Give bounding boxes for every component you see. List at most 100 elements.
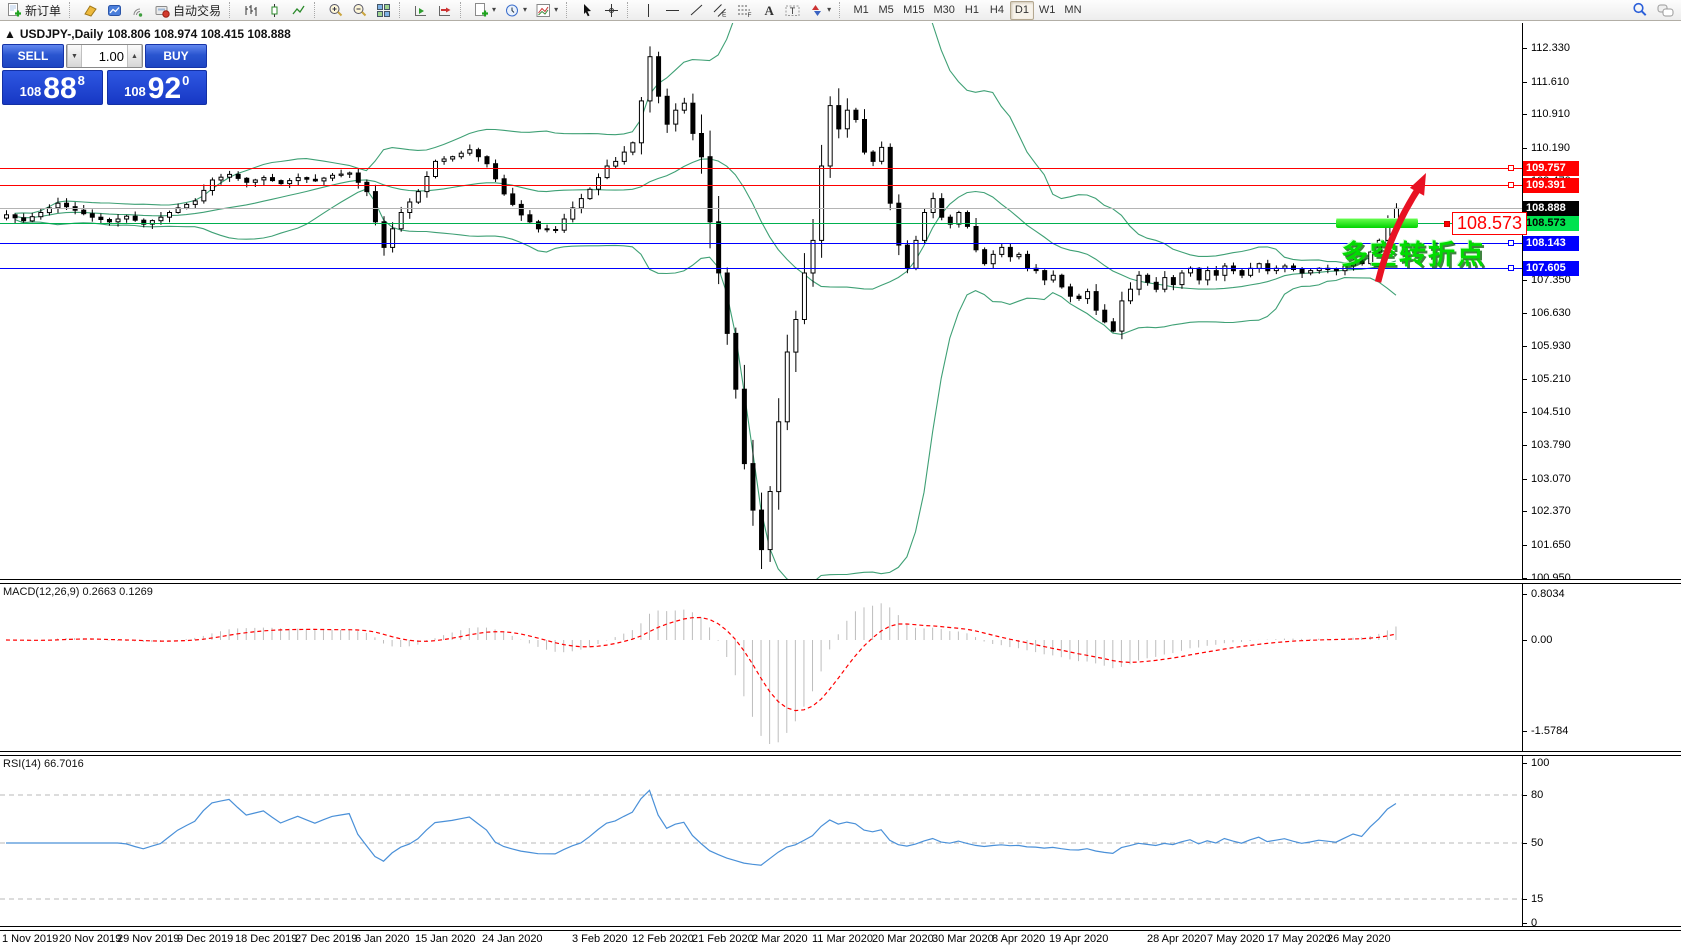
price-axis-tick (1522, 511, 1527, 512)
toolbar-separator (839, 2, 845, 18)
timeframe-d1-button[interactable]: D1 (1009, 0, 1034, 20)
volume-increase-button[interactable]: ▲ (127, 45, 142, 67)
templates-button[interactable]: ▾ (532, 1, 562, 20)
autotrading-button[interactable]: 自动交易 (151, 1, 225, 20)
line-handle[interactable] (1508, 240, 1514, 246)
new-order-icon (8, 2, 21, 16)
panel-collapse-icon[interactable]: ▲ (4, 27, 16, 41)
cursor-button[interactable] (576, 1, 599, 20)
volume-input[interactable] (82, 45, 127, 67)
tile-windows-button[interactable] (372, 1, 395, 20)
macd-canvas[interactable] (0, 583, 1522, 750)
fibonacci-button[interactable]: F (733, 1, 756, 20)
chat-icon (1657, 4, 1674, 16)
price-axis-tick (1522, 412, 1527, 413)
new-order-button[interactable]: 新订单 (3, 1, 65, 20)
auto-scroll-button[interactable] (409, 1, 432, 20)
trend-highlight-object[interactable] (1336, 218, 1418, 228)
line-handle[interactable] (1508, 165, 1514, 171)
toolbar-separator (566, 2, 572, 18)
horizontal-line-108.143[interactable] (0, 243, 1522, 244)
trendline-button[interactable] (685, 1, 708, 20)
text-object[interactable]: 多空转折点 (1341, 240, 1486, 270)
timeframe-mn-button[interactable]: MN (1060, 1, 1085, 20)
price-axis-badge: 108.143 (1523, 236, 1579, 251)
panel-separator[interactable] (0, 579, 1681, 584)
horizontal-line-button[interactable] (661, 1, 684, 20)
volume-decrease-button[interactable]: ▼ (67, 45, 82, 67)
price-axis-tick (1522, 48, 1527, 49)
dropdown-caret-icon: ▾ (492, 5, 497, 14)
time-axis-label: 29 Nov 2019 (117, 933, 180, 945)
arrow-object[interactable] (1368, 170, 1434, 292)
crosshair-button[interactable] (600, 1, 623, 20)
market-watch-icon (84, 4, 97, 17)
equidistant-channel-button[interactable]: E (709, 1, 732, 20)
periods-button[interactable]: ▾ (501, 1, 531, 20)
timeframe-m1-button[interactable]: M1 (849, 1, 873, 20)
sell-button[interactable]: SELL (2, 44, 64, 68)
line-handle[interactable] (1508, 182, 1514, 188)
timeframe-m15-button[interactable]: M15 (899, 1, 928, 20)
price-axis-badge: 108.888 (1523, 201, 1579, 216)
horizontal-line-107.605[interactable] (0, 268, 1522, 269)
bar-chart-button[interactable] (239, 1, 262, 20)
zoom-out-button[interactable] (348, 1, 371, 20)
price-chart-canvas[interactable] (0, 23, 1522, 579)
price-label-handle[interactable] (1444, 221, 1450, 227)
line-chart-button[interactable] (287, 1, 310, 20)
price-axis-tick (1522, 313, 1527, 314)
chart-ohlc: 108.806 108.974 108.415 108.888 (107, 27, 291, 41)
text-label-button[interactable]: T (781, 1, 804, 20)
text-button[interactable]: A (757, 1, 780, 20)
mql5-community-button[interactable] (103, 1, 126, 20)
time-axis-label: 7 May 2020 (1207, 933, 1265, 945)
horizontal-line-109.757[interactable] (0, 168, 1522, 169)
new-chart-button[interactable]: ▾ (470, 1, 500, 20)
buy-button[interactable]: BUY (145, 44, 207, 68)
time-axis-label: 27 Dec 2019 (295, 933, 358, 945)
rsi-axis-label: 50 (1531, 837, 1544, 849)
vertical-line-button[interactable] (637, 1, 660, 20)
price-axis-badge: 109.757 (1523, 161, 1579, 176)
arrows-button[interactable]: ▾ (805, 1, 835, 20)
buy-price[interactable]: 108 92 0 (106, 70, 207, 105)
chart-shift-button[interactable] (433, 1, 456, 20)
time-axis-label: 30 Mar 2020 (932, 933, 994, 945)
bar-chart-icon (245, 4, 257, 16)
time-axis-label: 24 Jan 2020 (482, 933, 543, 945)
price-axis-tick (1522, 148, 1527, 149)
timeframe-w1-button[interactable]: W1 (1035, 1, 1060, 20)
market-watch-button[interactable] (79, 1, 102, 20)
line-handle[interactable] (1508, 265, 1514, 271)
rsi-canvas[interactable] (0, 755, 1522, 926)
dropdown-caret-icon: ▾ (523, 5, 528, 14)
macd-axis-tick (1522, 594, 1527, 595)
price-axis-tick-label: 110.190 (1531, 142, 1570, 154)
timeframe-h1-button[interactable]: H1 (960, 1, 984, 20)
timeframe-m30-button[interactable]: M30 (930, 1, 959, 20)
time-axis-label: 2 Mar 2020 (752, 933, 808, 945)
price-label-object[interactable]: 108.573 (1452, 212, 1528, 235)
horizontal-line-108.888[interactable] (0, 208, 1522, 209)
arrows-icon (812, 4, 822, 16)
time-axis-label: 12 Feb 2020 (632, 933, 694, 945)
horizontal-line-108.573[interactable] (0, 223, 1522, 224)
candlestick-chart-button[interactable] (263, 1, 286, 20)
search-button[interactable] (1628, 1, 1652, 20)
price-axis-tick-label: 103.070 (1531, 473, 1571, 485)
panel-separator[interactable] (0, 751, 1681, 756)
timeframe-m5-button[interactable]: M5 (874, 1, 898, 20)
vertical-line-icon (648, 3, 650, 17)
signals-button[interactable] (127, 1, 150, 20)
rsi-axis-tick (1522, 899, 1527, 900)
horizontal-line-109.391[interactable] (0, 185, 1522, 186)
chat-button[interactable] (1653, 1, 1678, 20)
buy-price-prefix: 108 (124, 84, 146, 99)
time-axis-label: 6 Jan 2020 (355, 933, 410, 945)
time-axis-label: 20 Nov 2019 (59, 933, 122, 945)
zoom-in-button[interactable] (324, 1, 347, 20)
timeframe-h4-button[interactable]: H4 (985, 1, 1009, 20)
sell-price[interactable]: 108 88 8 (2, 70, 103, 105)
time-axis-label: 21 Feb 2020 (692, 933, 754, 945)
